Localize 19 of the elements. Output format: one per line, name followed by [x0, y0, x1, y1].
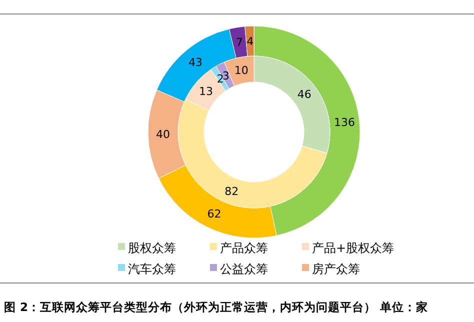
data-label: 46	[297, 88, 312, 102]
legend-label: 汽车众筹	[128, 262, 176, 276]
legend-label: 产品+股权众筹	[312, 241, 394, 256]
data-label: 40	[156, 128, 170, 141]
legend-label: 产品众筹	[220, 241, 268, 256]
legend-label: 公益众筹	[220, 262, 268, 276]
legend-label: 股权众筹	[128, 241, 176, 256]
text: 图 2：互联网众筹平台类型分布（外环为正常运营，内环为问题平台） 单位：家	[4, 300, 428, 314]
data-label: 82	[224, 184, 239, 198]
data-label: 43	[188, 56, 202, 70]
legend-label: 房产众筹	[312, 262, 360, 276]
data-label: 10	[234, 64, 248, 78]
data-label: 2	[216, 72, 224, 86]
data-label: 7	[236, 36, 243, 50]
data-label: 62	[207, 208, 222, 221]
data-label: 3	[222, 69, 230, 82]
data-label: 4	[246, 34, 254, 48]
data-label: 13	[199, 85, 214, 98]
data-label: 136	[334, 116, 355, 130]
